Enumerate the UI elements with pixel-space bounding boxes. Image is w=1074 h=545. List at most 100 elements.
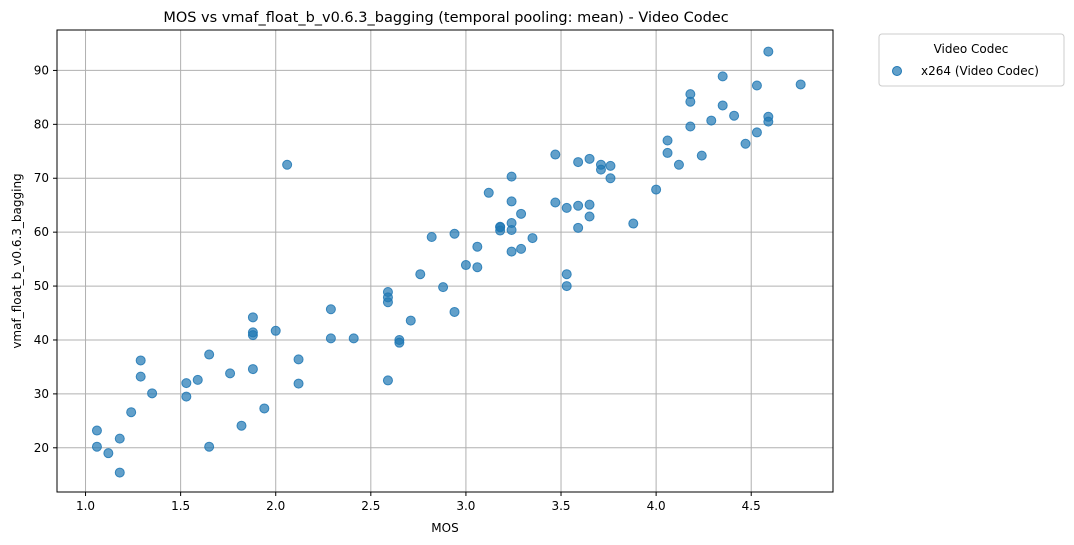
grid-lines [57, 30, 833, 492]
data-point [696, 150, 707, 161]
data-point [763, 46, 774, 57]
data-points [91, 46, 806, 478]
data-point [293, 378, 304, 389]
data-point [685, 121, 696, 132]
x-tick-label: 4.0 [647, 499, 666, 513]
data-point [561, 281, 572, 292]
x-tick-label: 1.5 [171, 499, 190, 513]
data-point [426, 232, 437, 243]
data-point [673, 159, 684, 170]
data-point [135, 355, 146, 366]
data-point [506, 225, 517, 236]
x-tick-label: 2.0 [266, 499, 285, 513]
data-point [729, 110, 740, 121]
data-point [103, 448, 114, 459]
data-point [506, 246, 517, 257]
data-point [584, 153, 595, 164]
data-point [236, 420, 247, 431]
data-point [460, 260, 471, 271]
data-point [204, 441, 215, 452]
data-point [472, 262, 483, 273]
data-point [192, 374, 203, 385]
data-point [394, 337, 405, 348]
legend-marker [892, 66, 902, 76]
x-tick-label: 2.5 [361, 499, 380, 513]
data-point [91, 441, 102, 452]
data-point [114, 433, 125, 444]
data-point [751, 80, 762, 91]
data-point [270, 325, 281, 336]
data-point [595, 164, 606, 175]
data-point [584, 199, 595, 210]
data-point [550, 149, 561, 160]
chart-title: MOS vs vmaf_float_b_v0.6.3_bagging (temp… [163, 10, 728, 26]
x-tick-label: 3.5 [551, 499, 570, 513]
data-point [405, 315, 416, 326]
y-tick-label: 60 [34, 225, 49, 239]
data-point [573, 200, 584, 211]
data-point [438, 282, 449, 293]
data-point [449, 306, 460, 317]
data-point [795, 79, 806, 90]
y-tick-label: 40 [34, 333, 49, 347]
data-point [147, 388, 158, 399]
data-point [662, 135, 673, 146]
data-point [561, 202, 572, 213]
data-point [348, 333, 359, 344]
data-point [204, 349, 215, 360]
data-point [763, 116, 774, 127]
data-point [382, 297, 393, 308]
data-point [605, 160, 616, 171]
data-point [706, 115, 717, 126]
data-point [740, 138, 751, 149]
legend-box [878, 33, 1065, 87]
data-point [135, 371, 146, 382]
legend-title: Video Codec [934, 42, 1009, 56]
y-axis-ticks: 20 30 40 50 60 70 80 90 [34, 63, 57, 455]
data-point [662, 147, 673, 158]
data-point [472, 241, 483, 252]
data-point [382, 375, 393, 386]
data-point [247, 312, 258, 323]
data-point [325, 304, 336, 315]
data-point [293, 354, 304, 365]
data-point [282, 159, 293, 170]
data-point [573, 157, 584, 168]
data-point [495, 225, 506, 236]
data-point [259, 403, 270, 414]
y-tick-label: 30 [34, 387, 49, 401]
data-point [247, 330, 258, 341]
data-point [415, 269, 426, 280]
legend-entry-label: x264 (Video Codec) [921, 64, 1039, 78]
y-tick-label: 90 [34, 63, 49, 77]
data-point [247, 364, 258, 375]
data-point [628, 218, 639, 229]
data-point [181, 391, 192, 402]
data-point [225, 368, 236, 379]
x-tick-label: 1.0 [76, 499, 95, 513]
data-point [717, 100, 728, 111]
y-tick-label: 20 [34, 441, 49, 455]
x-axis-ticks: 1.0 1.5 2.0 2.5 3.0 3.5 4.0 4.5 [76, 492, 761, 513]
data-point [561, 269, 572, 280]
data-point [506, 171, 517, 182]
y-axis-label: vmaf_float_b_v0.6.3_bagging [10, 173, 24, 348]
data-point [685, 96, 696, 107]
data-point [91, 425, 102, 436]
x-axis-label: MOS [431, 521, 458, 535]
data-point [651, 184, 662, 195]
data-point [181, 378, 192, 389]
data-point [325, 333, 336, 344]
data-point [114, 467, 125, 478]
data-point [527, 233, 538, 244]
data-point [550, 197, 561, 208]
x-tick-label: 3.0 [456, 499, 475, 513]
y-tick-label: 50 [34, 279, 49, 293]
x-tick-label: 4.5 [742, 499, 761, 513]
data-point [605, 173, 616, 184]
data-point [483, 187, 494, 198]
data-point [126, 407, 137, 418]
plot-frame [56, 29, 834, 493]
data-point [449, 228, 460, 239]
